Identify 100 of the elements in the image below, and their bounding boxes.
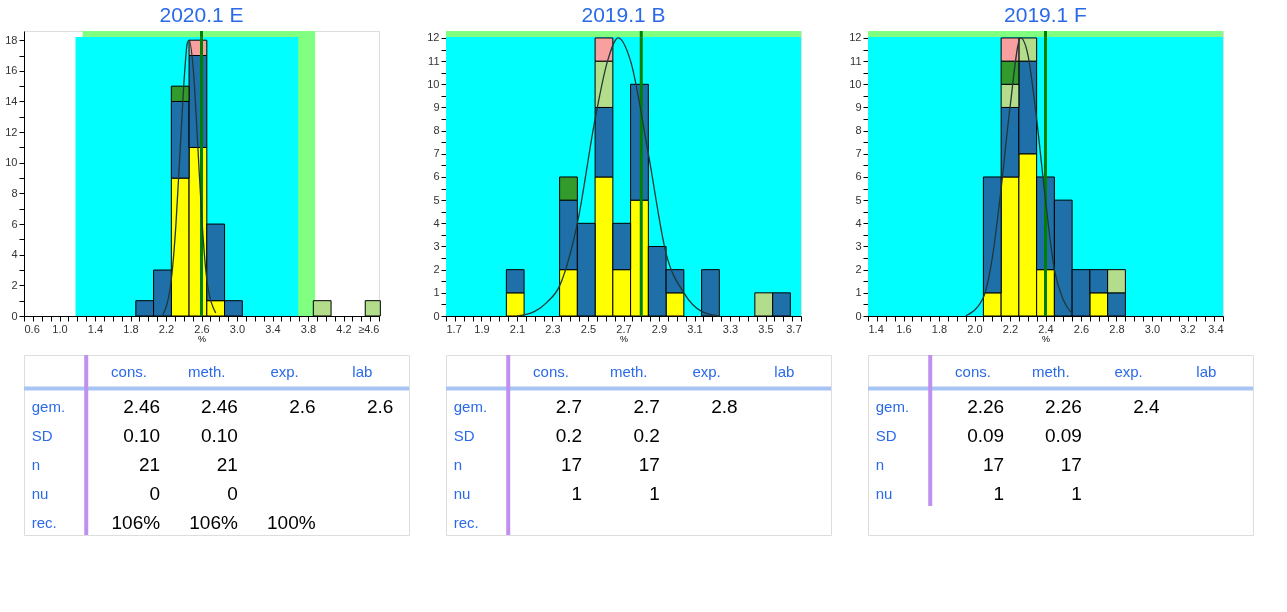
category-label: n bbox=[875, 456, 885, 474]
y-tick-label: 12 bbox=[427, 31, 440, 44]
x-tick-label: 3.2 bbox=[1180, 322, 1196, 335]
text: 2.26 bbox=[1044, 396, 1082, 418]
chart-title: 2020.1 E bbox=[159, 2, 244, 26]
x-tick-label: 1.8 bbox=[931, 322, 948, 335]
line-series bbox=[964, 37, 1073, 317]
y-tick-label: 16 bbox=[5, 64, 18, 77]
text: 100% bbox=[267, 512, 316, 534]
text: 2.6 bbox=[289, 396, 316, 418]
x-tick-label: 1.0 bbox=[52, 322, 68, 335]
x-tick-label: 1.4 bbox=[868, 322, 884, 335]
x-tick-label: 2.6 bbox=[1073, 322, 1090, 335]
category-label: SD bbox=[875, 427, 897, 445]
category-label: n bbox=[453, 456, 463, 474]
text: 0.2 bbox=[555, 425, 583, 447]
x-tick-label: 3.4 bbox=[265, 322, 281, 335]
text: 106% bbox=[189, 512, 238, 534]
x-tick-label: 3.3 bbox=[722, 322, 739, 335]
y-tick-label: 6 bbox=[433, 170, 440, 183]
chart-title: 2019.1 F bbox=[1004, 2, 1087, 26]
x-axis-title: % bbox=[1041, 333, 1051, 344]
category-label: gem. bbox=[875, 398, 910, 416]
text: 17 bbox=[638, 454, 660, 476]
y-tick-label: 0 bbox=[11, 309, 18, 322]
category-label: gem. bbox=[453, 398, 488, 416]
y-tick-label: 10 bbox=[5, 156, 18, 169]
y-tick-label: 12 bbox=[5, 125, 18, 138]
category-label: nu bbox=[31, 485, 49, 503]
y-tick-label: 10 bbox=[427, 77, 440, 90]
category-label: cons. bbox=[111, 363, 147, 381]
y-tick-label: 1 bbox=[855, 286, 862, 299]
text: 21 bbox=[216, 454, 238, 476]
text: 0 bbox=[227, 483, 238, 505]
y-tick-label: 8 bbox=[433, 124, 440, 137]
x-tick-label: 2.8 bbox=[1109, 322, 1125, 335]
x-tick-label: 2.9 bbox=[651, 322, 668, 335]
category-label: exp. bbox=[1114, 363, 1143, 381]
category-label: cons. bbox=[533, 363, 569, 381]
text: 2.7 bbox=[633, 396, 660, 418]
x-tick-label: 2.0 bbox=[967, 322, 983, 335]
category-label: SD bbox=[31, 427, 53, 445]
y-tick-label: 4 bbox=[11, 248, 18, 261]
category-label: lab bbox=[1196, 363, 1217, 381]
x-tick-label: 2.5 bbox=[580, 322, 597, 335]
x-axis-title: % bbox=[197, 333, 207, 344]
category-label: SD bbox=[453, 427, 475, 445]
text: 0.2 bbox=[633, 425, 660, 447]
x-tick-label: 3.0 bbox=[1144, 322, 1161, 335]
y-tick-label: 18 bbox=[5, 33, 18, 46]
category-label: rec. bbox=[453, 514, 479, 532]
y-tick-label: 2 bbox=[855, 263, 862, 276]
y-tick-label: 12 bbox=[849, 31, 862, 44]
x-tick-label: 1.6 bbox=[896, 322, 912, 335]
text: 1 bbox=[993, 483, 1005, 505]
x-tick-label: 2.3 bbox=[545, 322, 561, 335]
y-tick-label: 11 bbox=[428, 54, 440, 67]
text: 17 bbox=[560, 454, 583, 476]
line-series bbox=[161, 39, 217, 317]
text: 0.10 bbox=[123, 425, 161, 447]
category-label: meth. bbox=[610, 363, 648, 381]
y-tick-label: 3 bbox=[855, 239, 862, 252]
x-tick-label: 1.7 bbox=[446, 322, 462, 335]
x-tick-label: 2.1 bbox=[509, 322, 526, 335]
text: 1 bbox=[571, 483, 583, 505]
text: 0.09 bbox=[967, 425, 1005, 447]
x-tick-label: 0.6 bbox=[24, 322, 40, 335]
y-tick-label: 0 bbox=[433, 309, 440, 322]
text: 17 bbox=[1060, 454, 1082, 476]
y-tick-label: 4 bbox=[433, 216, 440, 229]
x-tick-label: 4.2 bbox=[336, 322, 352, 335]
category-label: gem. bbox=[31, 398, 66, 416]
text: 106% bbox=[111, 512, 161, 534]
y-tick-label: 7 bbox=[855, 147, 862, 160]
x-tick-label: 2.2 bbox=[158, 322, 175, 335]
text: 1 bbox=[1071, 483, 1082, 505]
y-tick-label: 1 bbox=[433, 286, 440, 299]
x-tick-label: 2.4 bbox=[1038, 322, 1054, 335]
y-tick-label: 8 bbox=[855, 124, 862, 137]
text: 2.8 bbox=[711, 396, 738, 418]
category-label: lab bbox=[774, 363, 795, 381]
y-tick-label: 2 bbox=[11, 278, 18, 291]
category-label: exp. bbox=[692, 363, 721, 381]
y-tick-label: 10 bbox=[849, 77, 862, 90]
y-tick-label: 6 bbox=[11, 217, 18, 230]
x-tick-label: ≥4.6 bbox=[358, 322, 380, 335]
category-label: nu bbox=[453, 485, 471, 503]
chart-title: 2019.1 B bbox=[581, 2, 666, 26]
category-label: exp. bbox=[270, 363, 299, 381]
x-tick-label: 3.1 bbox=[687, 322, 703, 335]
x-tick-label: 2.7 bbox=[616, 322, 632, 335]
y-tick-label: 0 bbox=[855, 309, 862, 322]
x-tick-label: 3.4 bbox=[1208, 322, 1224, 335]
y-tick-label: 7 bbox=[433, 147, 440, 160]
text: 2.46 bbox=[200, 396, 238, 418]
category-label: rec. bbox=[31, 514, 57, 532]
x-tick-label: 3.5 bbox=[758, 322, 774, 335]
line-series bbox=[516, 37, 720, 317]
text: 17 bbox=[982, 454, 1005, 476]
text: 2.7 bbox=[555, 396, 583, 418]
